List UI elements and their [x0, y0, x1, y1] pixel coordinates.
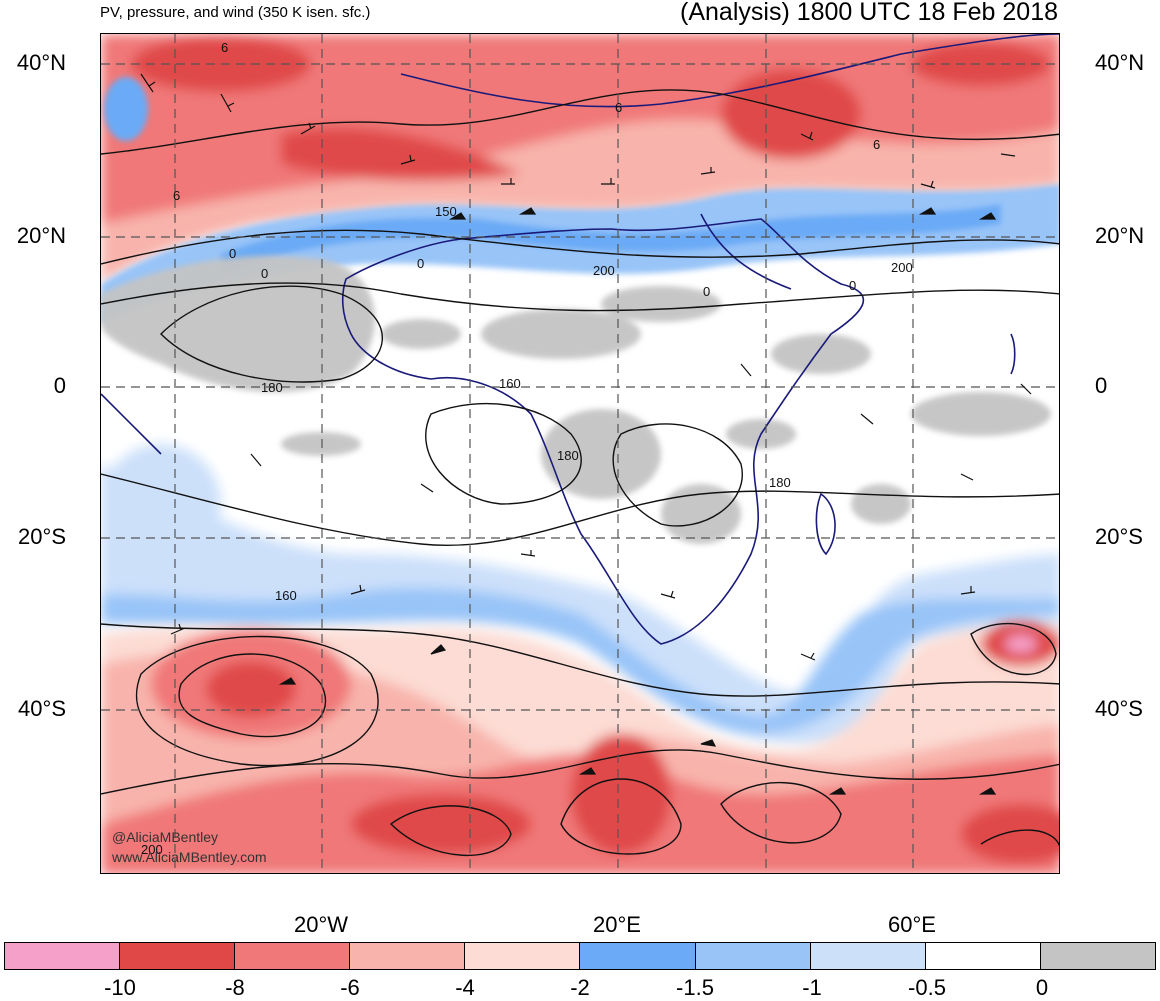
- contour-label: 180: [769, 475, 791, 490]
- colorbar-segment: [5, 943, 121, 969]
- colorbar-segment: [350, 943, 466, 969]
- map-panel: 6 6 6 6 0 0 0 0 0 200 200 180 160 160 18…: [100, 33, 1060, 874]
- contour-label: 0: [849, 278, 856, 293]
- lon-label-20w: 20°W: [293, 912, 349, 937]
- lat-label-20s-left: 20°S: [18, 524, 66, 549]
- contour-label: 200: [141, 842, 163, 857]
- contour-labels: 6 6 6 6 0 0 0 0 0 200 200 180 160 160 18…: [141, 40, 913, 857]
- colorbar-segment: [695, 943, 811, 969]
- colorbar-label: -8: [225, 975, 245, 1000]
- contour-label: 160: [275, 588, 297, 603]
- colorbar-label: -1.5: [676, 975, 714, 1000]
- contour-label: 6: [221, 40, 228, 55]
- colorbar-segment: [925, 943, 1041, 969]
- colorbar-segment: [810, 943, 926, 969]
- colorbar-segment: [465, 943, 581, 969]
- tropical-grey-shading: [101, 255, 1051, 544]
- colorbar-label: -10: [104, 975, 136, 1000]
- contour-label: 0: [261, 266, 268, 281]
- credit-url[interactable]: www.AliciaMBentley.com: [112, 849, 267, 865]
- colorbar-label: -4: [455, 975, 475, 1000]
- pv-map-graphic: 6 6 6 6 0 0 0 0 0 200 200 180 160 160 18…: [101, 34, 1059, 873]
- lat-label-40s-right: 40°S: [1095, 696, 1143, 721]
- lat-label-20s-right: 20°S: [1095, 524, 1143, 549]
- south-blue-shading: [101, 444, 1059, 745]
- colorbar-label: -6: [340, 975, 360, 1000]
- lat-label-20n-right: 20°N: [1095, 223, 1145, 248]
- coastlines: [101, 34, 1059, 645]
- map-subtitle: PV, pressure, and wind (350 K isen. sfc.…: [100, 4, 371, 21]
- colorbar-label: -1: [802, 975, 822, 1000]
- map-title: (Analysis) 1800 UTC 18 Feb 2018: [680, 0, 1058, 26]
- north-pv-shading: [101, 34, 1059, 284]
- lon-label-60e: 60°E: [888, 912, 936, 937]
- contour-label: 200: [891, 260, 913, 275]
- lat-label-40s-left: 40°S: [18, 696, 66, 721]
- contour-label: 6: [615, 100, 622, 115]
- colorbar-segment: [235, 943, 351, 969]
- contour-label: 6: [873, 137, 880, 152]
- contour-label: 160: [499, 376, 521, 391]
- south-pv-shading: [101, 622, 1059, 873]
- contour-label: 0: [229, 246, 236, 261]
- pressure-contours: [101, 89, 1059, 857]
- contour-label: 150: [435, 204, 457, 219]
- credit-handle: @AliciaMBentley: [112, 829, 219, 845]
- colorbar-label: -0.5: [908, 975, 946, 1000]
- lat-lon-grid: [101, 34, 1059, 873]
- colorbar-segment: [580, 943, 696, 969]
- lat-label-eq-right: 0: [1095, 373, 1108, 398]
- contour-label: 0: [703, 284, 710, 299]
- contour-label: 180: [557, 448, 579, 463]
- lat-label-20n-left: 20°N: [16, 223, 66, 248]
- lat-label-40n-right: 40°N: [1095, 50, 1145, 75]
- lat-label-40n-left: 40°N: [16, 50, 66, 75]
- colorbar-label: -2: [570, 975, 590, 1000]
- contour-label: 200: [593, 263, 615, 278]
- colorbar-segment: [120, 943, 236, 969]
- colorbar-label: 0: [1035, 975, 1049, 1000]
- colorbar-segment: [1040, 943, 1155, 969]
- contour-label: 0: [417, 256, 424, 271]
- pv-colorbar: [4, 942, 1156, 970]
- contour-label: 180: [261, 380, 283, 395]
- contour-label: 6: [173, 188, 180, 203]
- wind-barbs: [140, 73, 1032, 795]
- lat-label-eq-left: 0: [53, 373, 66, 398]
- north-blue-edge: [101, 77, 1059, 324]
- lon-label-20e: 20°E: [593, 912, 641, 937]
